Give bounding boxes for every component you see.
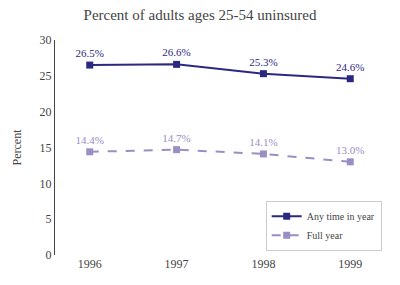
- svg-text:10: 10: [40, 177, 52, 191]
- svg-text:13.0%: 13.0%: [336, 144, 364, 156]
- svg-text:0: 0: [46, 248, 52, 262]
- svg-text:30: 30: [40, 33, 52, 47]
- svg-text:24.6%: 24.6%: [336, 61, 364, 73]
- svg-text:14.7%: 14.7%: [162, 132, 190, 144]
- svg-text:14.1%: 14.1%: [249, 136, 277, 148]
- svg-text:Percent of adults ages 25-54 u: Percent of adults ages 25-54 uninsured: [84, 7, 317, 23]
- svg-text:5: 5: [46, 212, 52, 226]
- svg-text:26.6%: 26.6%: [162, 46, 190, 58]
- svg-text:1998: 1998: [251, 257, 275, 271]
- svg-text:25.3%: 25.3%: [249, 56, 277, 68]
- svg-text:14.4%: 14.4%: [76, 134, 104, 146]
- svg-text:Percent: Percent: [10, 129, 24, 166]
- svg-text:Full year: Full year: [307, 230, 343, 241]
- svg-text:1996: 1996: [78, 257, 102, 271]
- svg-text:1999: 1999: [338, 257, 362, 271]
- svg-text:20: 20: [40, 105, 52, 119]
- svg-text:Any time in year: Any time in year: [307, 211, 375, 222]
- svg-text:25: 25: [40, 69, 52, 83]
- svg-text:26.5%: 26.5%: [76, 47, 104, 59]
- svg-text:15: 15: [40, 141, 52, 155]
- svg-text:1997: 1997: [165, 257, 189, 271]
